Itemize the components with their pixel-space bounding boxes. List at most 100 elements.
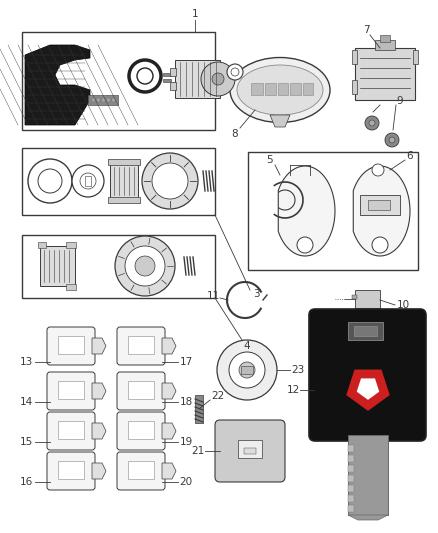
Text: 13: 13 (19, 357, 32, 367)
Bar (108, 197, 140, 203)
Bar (85, 176, 91, 186)
Bar (175, 60, 219, 98)
Text: 1: 1 (191, 9, 198, 19)
Circle shape (238, 362, 254, 378)
Bar (240, 366, 252, 374)
Bar (58, 336, 84, 354)
Circle shape (72, 165, 104, 197)
Bar (265, 83, 276, 95)
Polygon shape (162, 463, 176, 479)
Bar (97, 98, 100, 102)
Bar (412, 50, 417, 64)
Bar (367, 200, 389, 210)
Bar (347, 445, 353, 452)
Polygon shape (92, 423, 106, 439)
Text: 8: 8 (231, 129, 238, 139)
Polygon shape (278, 166, 334, 256)
Text: 7: 7 (362, 25, 368, 35)
Circle shape (297, 237, 312, 253)
Bar (58, 421, 84, 439)
Bar (107, 98, 110, 102)
Text: 4: 4 (243, 341, 250, 351)
Polygon shape (346, 370, 388, 410)
Bar (351, 295, 356, 299)
Circle shape (38, 169, 62, 193)
Text: 19: 19 (179, 437, 192, 447)
Text: 10: 10 (396, 300, 409, 310)
Circle shape (125, 246, 165, 286)
Circle shape (364, 116, 378, 130)
Bar (347, 495, 353, 502)
Circle shape (388, 137, 394, 143)
Bar (351, 50, 356, 64)
Text: 21: 21 (191, 446, 204, 456)
Circle shape (229, 352, 265, 388)
Bar (379, 35, 389, 42)
Bar (359, 195, 399, 215)
Bar (170, 68, 176, 76)
Polygon shape (25, 45, 90, 125)
Text: 22: 22 (211, 391, 224, 401)
Bar (112, 98, 115, 102)
Bar (22, 235, 215, 298)
Text: 9: 9 (396, 96, 403, 106)
Bar (128, 336, 154, 354)
Bar (277, 83, 287, 95)
Bar (290, 83, 300, 95)
Bar (108, 159, 140, 165)
Bar (347, 475, 353, 482)
Bar (22, 32, 215, 130)
Polygon shape (162, 423, 176, 439)
Circle shape (371, 164, 383, 176)
Bar (237, 440, 261, 458)
Bar (40, 246, 75, 286)
Bar (347, 455, 353, 462)
Bar (247, 152, 417, 270)
Polygon shape (269, 115, 290, 127)
Bar (22, 148, 215, 215)
Bar (347, 465, 353, 472)
Circle shape (115, 236, 175, 296)
Bar (302, 83, 312, 95)
Text: 17: 17 (179, 357, 192, 367)
Circle shape (371, 237, 387, 253)
Text: 3: 3 (252, 289, 259, 299)
Bar (66, 284, 76, 290)
FancyBboxPatch shape (117, 327, 165, 365)
Bar (374, 40, 394, 50)
Bar (92, 98, 95, 102)
Circle shape (28, 159, 72, 203)
Ellipse shape (230, 58, 329, 123)
Ellipse shape (237, 65, 322, 115)
Bar (347, 485, 353, 492)
Bar (351, 80, 356, 94)
Circle shape (216, 340, 276, 400)
FancyBboxPatch shape (117, 372, 165, 410)
Bar (128, 381, 154, 399)
Polygon shape (162, 383, 176, 399)
Text: 16: 16 (19, 477, 32, 487)
Bar (162, 73, 171, 76)
Circle shape (226, 64, 243, 80)
Bar (110, 163, 138, 199)
Bar (347, 322, 382, 340)
Text: 5: 5 (266, 155, 273, 165)
Text: 11: 11 (206, 291, 219, 301)
Bar (354, 290, 379, 308)
Bar (128, 461, 154, 479)
Circle shape (212, 73, 223, 85)
Bar (347, 435, 387, 515)
Circle shape (135, 256, 155, 276)
Polygon shape (92, 383, 106, 399)
Polygon shape (347, 515, 387, 520)
Bar (347, 505, 353, 512)
Text: 18: 18 (179, 397, 192, 407)
Circle shape (368, 120, 374, 126)
Polygon shape (92, 463, 106, 479)
FancyBboxPatch shape (117, 412, 165, 450)
Text: 12: 12 (286, 385, 299, 395)
Bar (66, 242, 76, 248)
Bar (38, 242, 46, 248)
Polygon shape (162, 338, 176, 354)
Polygon shape (357, 379, 378, 399)
